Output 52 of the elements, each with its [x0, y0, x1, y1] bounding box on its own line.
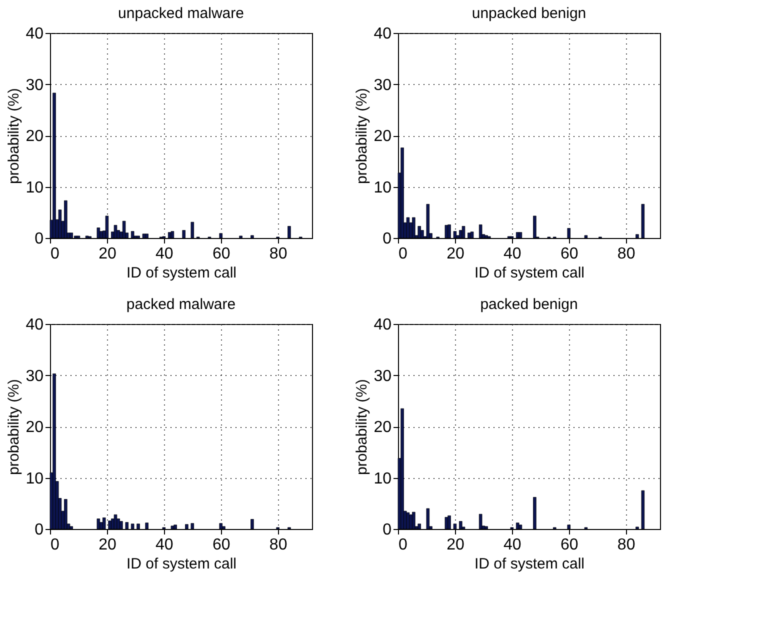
x-axis-title: ID of system call: [126, 264, 237, 282]
y-tick-label: 10: [374, 179, 392, 196]
y-tick-label: 0: [34, 230, 44, 248]
y-tick-label: 40: [26, 26, 44, 42]
x-tick-label: 0: [398, 246, 408, 262]
y-tick-label: 30: [26, 76, 44, 94]
y-tick-label: 20: [374, 419, 392, 436]
x-tick-label: 20: [98, 246, 116, 262]
x-axis-title: ID of system call: [126, 556, 237, 572]
x-tick-label: 20: [98, 536, 116, 554]
y-tick-label: 10: [374, 470, 392, 488]
x-axis-title: ID of system call: [474, 264, 585, 282]
x-tick-label: 60: [560, 536, 578, 554]
x-tick-label: 80: [617, 536, 636, 554]
y-axis-title: probability (%): [354, 379, 371, 475]
x-tick-label: 80: [269, 536, 288, 554]
x-tick-label: 0: [398, 536, 408, 554]
y-tick-label: 40: [374, 316, 392, 334]
y-tick-label: 40: [26, 316, 44, 334]
x-tick-label: 60: [212, 536, 230, 554]
x-tick-label: 40: [156, 536, 174, 554]
x-tick-label: 60: [212, 246, 230, 262]
x-tick-label: 20: [446, 246, 464, 262]
x-tick-label: 80: [617, 246, 636, 262]
y-tick-label: 20: [26, 419, 44, 436]
y-tick-label: 0: [382, 230, 392, 248]
y-tick-label: 0: [382, 522, 392, 538]
chart-title: unpacked benign: [472, 5, 586, 22]
x-tick-label: 40: [504, 536, 522, 554]
y-axis-title: probability (%): [6, 88, 23, 184]
y-tick-label: 30: [26, 368, 44, 385]
x-tick-label: 60: [560, 246, 578, 262]
y-tick-label: 30: [374, 76, 392, 94]
y-axis-title: probability (%): [354, 88, 371, 184]
y-tick-label: 10: [26, 179, 44, 196]
y-axis-title: probability (%): [6, 379, 23, 475]
chart-title: unpacked malware: [118, 5, 244, 22]
x-axis-title: ID of system call: [474, 556, 585, 572]
y-tick-label: 20: [374, 128, 392, 145]
x-tick-label: 0: [50, 246, 60, 262]
chart-title: packed benign: [480, 296, 578, 313]
chart-title: packed malware: [126, 296, 236, 313]
x-tick-label: 80: [269, 246, 288, 262]
y-tick-label: 30: [374, 368, 392, 385]
y-tick-label: 20: [26, 128, 44, 145]
x-tick-label: 0: [50, 536, 60, 554]
x-tick-label: 40: [504, 246, 522, 262]
x-tick-label: 40: [156, 246, 174, 262]
y-tick-label: 40: [374, 26, 392, 42]
y-tick-label: 10: [26, 470, 44, 488]
x-tick-label: 20: [446, 536, 464, 554]
y-tick-label: 0: [34, 522, 44, 538]
